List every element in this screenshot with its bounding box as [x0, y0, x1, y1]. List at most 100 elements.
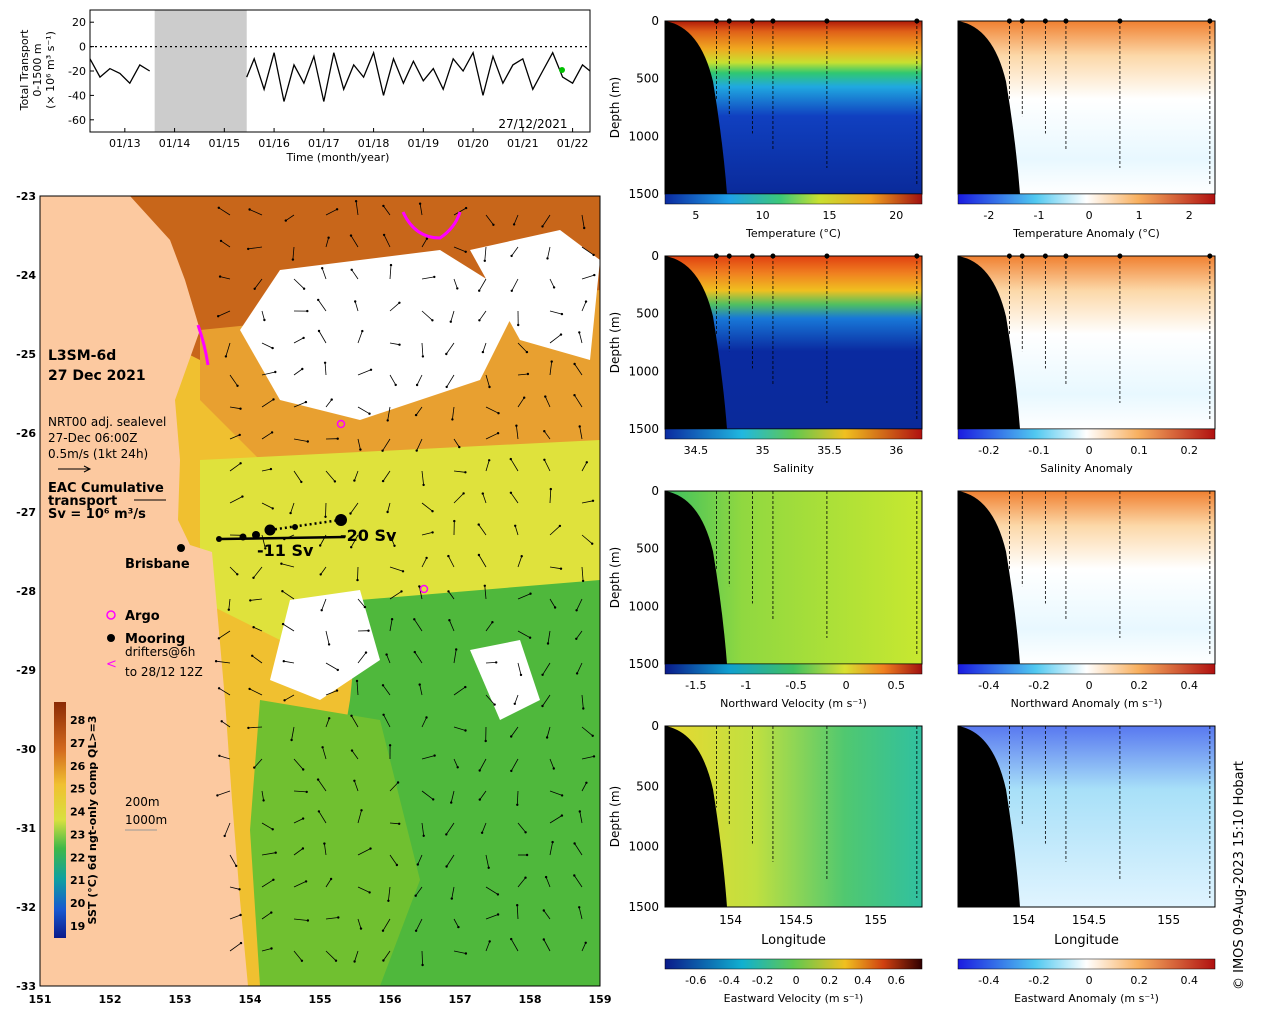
current-arrow-head	[541, 705, 543, 707]
depth-tick-label: 1000	[628, 840, 659, 854]
current-arrow-head	[239, 914, 241, 916]
current-arrow-head	[382, 684, 384, 686]
current-arrow-head	[445, 865, 447, 867]
current-arrow-head	[415, 895, 417, 897]
current-arrow-head	[395, 384, 397, 386]
current-arrow-head	[593, 755, 595, 757]
colorbar-label: Salinity Anomaly	[1040, 462, 1133, 475]
current-arrow-head	[573, 394, 575, 396]
current-arrow-head	[283, 660, 285, 662]
current-arrow-head	[524, 831, 526, 833]
current-arrow-head	[592, 735, 594, 737]
current-arrow-head	[249, 599, 251, 601]
current-arrow-head	[417, 863, 419, 865]
current-arrow-head	[225, 355, 227, 357]
current-arrow-head	[359, 448, 361, 450]
current-arrow-head	[356, 579, 358, 581]
current-arrow-head	[254, 288, 256, 290]
colorbar-tick-label: 10	[756, 209, 770, 222]
sst-colorbar-tick-label: 28	[70, 714, 85, 727]
current-arrow-head	[447, 590, 449, 592]
current-arrow-head	[511, 290, 513, 292]
current-arrow-head	[218, 687, 220, 689]
colorbar-tick-label: 0	[1086, 974, 1093, 987]
current-arrow-head	[551, 841, 553, 843]
longitude-tick-label: 155	[1157, 913, 1180, 927]
depth-axis-label-text: Depth (m)	[608, 77, 622, 138]
colorbar-tick-label: 0.2	[1181, 444, 1199, 457]
current-arrow-head	[560, 568, 562, 570]
current-arrow-head	[317, 778, 319, 780]
current-arrow-head	[510, 770, 512, 772]
current-arrow-head	[432, 798, 434, 800]
current-arrow-head	[289, 512, 291, 514]
current-arrow-head	[301, 960, 303, 962]
longitude-axis-label: Longitude	[1054, 933, 1119, 948]
map-transport-value-2: -20 Sv	[340, 526, 397, 545]
current-arrow-head	[386, 511, 388, 513]
current-arrow-head	[336, 689, 338, 691]
current-arrow-head	[307, 919, 309, 921]
map-mooring-3	[252, 531, 260, 539]
current-arrow-head	[488, 386, 490, 388]
current-arrow-head	[281, 590, 283, 592]
section-colorbar	[958, 664, 1215, 674]
ts-x-tick-label: 01/18	[358, 137, 390, 150]
ts-y-tick-label: -40	[68, 89, 86, 102]
current-arrow-head	[381, 450, 383, 452]
colorbar-tick-label: -0.4	[719, 974, 740, 987]
current-arrow-head	[582, 707, 584, 709]
colorbar-label: Northward Velocity (m s⁻¹)	[720, 697, 867, 710]
current-arrow-head	[543, 909, 545, 911]
colorbar-tick-label: 0.4	[1181, 974, 1199, 987]
current-arrow-head	[415, 414, 417, 416]
current-arrow-head	[400, 590, 402, 592]
current-arrow-head	[349, 512, 351, 514]
current-arrow-head	[585, 300, 587, 302]
current-arrow-head	[491, 621, 493, 623]
current-arrow-head	[218, 637, 220, 639]
colorbar-tick-label: 0.4	[1181, 679, 1199, 692]
ts-x-tick-label: 01/17	[308, 137, 340, 150]
colorbar-tick-label: 0.2	[1130, 679, 1148, 692]
colorbar-tick-label: 0.2	[821, 974, 839, 987]
colorbar-tick-label: 2	[1186, 209, 1193, 222]
map-y-tick-label: -27	[16, 506, 36, 519]
section-colorbar	[958, 429, 1215, 439]
current-arrow-head	[383, 234, 385, 236]
current-arrow-head	[321, 746, 323, 748]
map-mooring-6	[335, 514, 347, 526]
current-arrow-head	[216, 794, 218, 796]
current-arrow-head	[546, 257, 548, 259]
current-arrow-head	[561, 313, 563, 315]
section-colorbar	[958, 959, 1215, 969]
current-arrow-head	[497, 913, 499, 915]
current-arrow-head	[423, 835, 425, 837]
current-arrow-head	[431, 510, 433, 512]
current-arrow-head	[515, 425, 517, 427]
colorbar-tick-label: 15	[822, 209, 836, 222]
map-x-tick-label: 151	[29, 993, 52, 1006]
current-arrow-head	[305, 880, 307, 882]
current-arrow-head	[282, 623, 284, 625]
current-arrow-head	[513, 223, 515, 225]
colorbar-tick-label: 0.6	[888, 974, 906, 987]
current-arrow-head	[482, 351, 484, 353]
current-arrow-head	[396, 864, 398, 866]
colorbar-tick-label: 0.5	[888, 679, 906, 692]
ts-x-tick-label: 01/15	[208, 137, 240, 150]
longitude-axis-label: Longitude	[761, 933, 826, 948]
legend-drifter-label: drifters@6h	[125, 645, 195, 659]
ts-xlabel: Time (month/year)	[286, 151, 390, 164]
current-arrow-head	[464, 729, 466, 731]
sst-colorbar-tick-label: 23	[70, 828, 85, 841]
current-arrow-head	[484, 585, 486, 587]
ts-ylabel-line-1: Total Transport	[18, 29, 31, 111]
current-arrow-head	[514, 703, 516, 705]
map-mooring-4	[265, 525, 276, 536]
current-arrow-head	[300, 481, 302, 483]
